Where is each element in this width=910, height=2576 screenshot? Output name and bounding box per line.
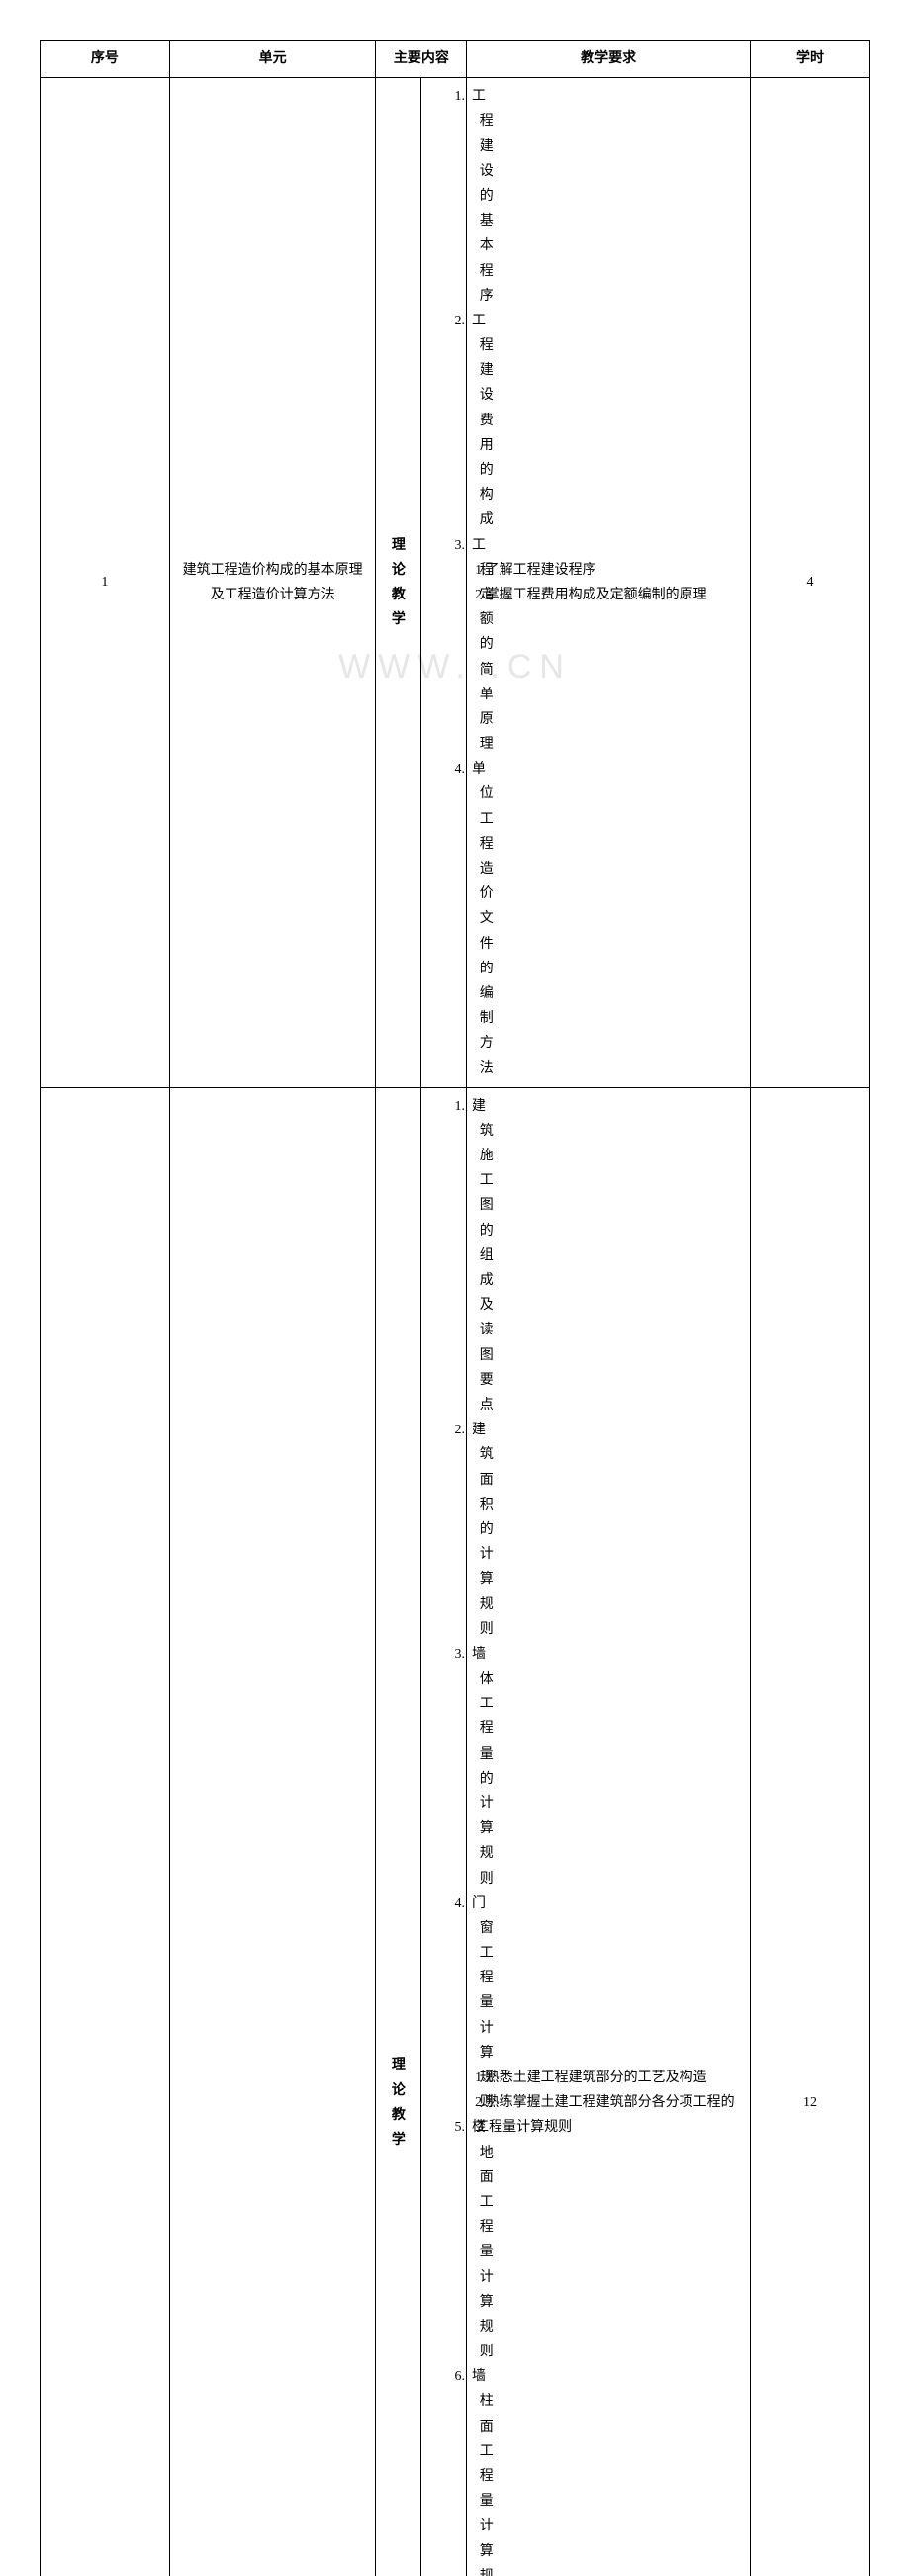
- table-header-row: 序号 单元 主要内容 教学要求 学时: [41, 41, 870, 78]
- syllabus-table: 序号 单元 主要内容 教学要求 学时 1建筑工程造价构成的基本原理及工程造价计算…: [40, 40, 870, 2576]
- header-hours: 学时: [750, 41, 869, 78]
- table-row: 2土建工程建筑部分工程量计算规则与操作方法理论教学建筑施工图的组成及读图要点建筑…: [41, 1087, 870, 2576]
- cell-req: 1.了解工程建设程序2.掌握工程费用构成及定额编制的原理: [467, 78, 751, 1088]
- cell-req: 1.熟悉土建工程建筑部分的工艺及构造2.熟练掌握土建工程建筑部分各分项工程的工程…: [467, 1087, 751, 2576]
- cell-content: 工程建设的基本程序工程建设费用的构成工程定额的简单原理单位工程造价文件的编制方法: [421, 78, 467, 1088]
- cell-seq: 1: [41, 78, 170, 1088]
- cell-type: 理论教学: [376, 1087, 421, 2576]
- cell-hours: 12: [750, 1087, 869, 2576]
- header-content: 主要内容: [376, 41, 467, 78]
- table-row: 1建筑工程造价构成的基本原理及工程造价计算方法理论教学工程建设的基本程序工程建设…: [41, 78, 870, 1088]
- header-seq: 序号: [41, 41, 170, 78]
- cell-unit: 建筑工程造价构成的基本原理及工程造价计算方法: [169, 78, 376, 1088]
- cell-hours: 4: [750, 78, 869, 1088]
- header-req: 教学要求: [467, 41, 751, 78]
- cell-type: 理论教学: [376, 78, 421, 1088]
- cell-unit: 土建工程建筑部分工程量计算规则与操作方法: [169, 1087, 376, 2576]
- cell-seq: 2: [41, 1087, 170, 2576]
- cell-content: 建筑施工图的组成及读图要点建筑面积的计算规则墙体工程量的计算规则门窗工程量计算规…: [421, 1087, 467, 2576]
- header-unit: 单元: [169, 41, 376, 78]
